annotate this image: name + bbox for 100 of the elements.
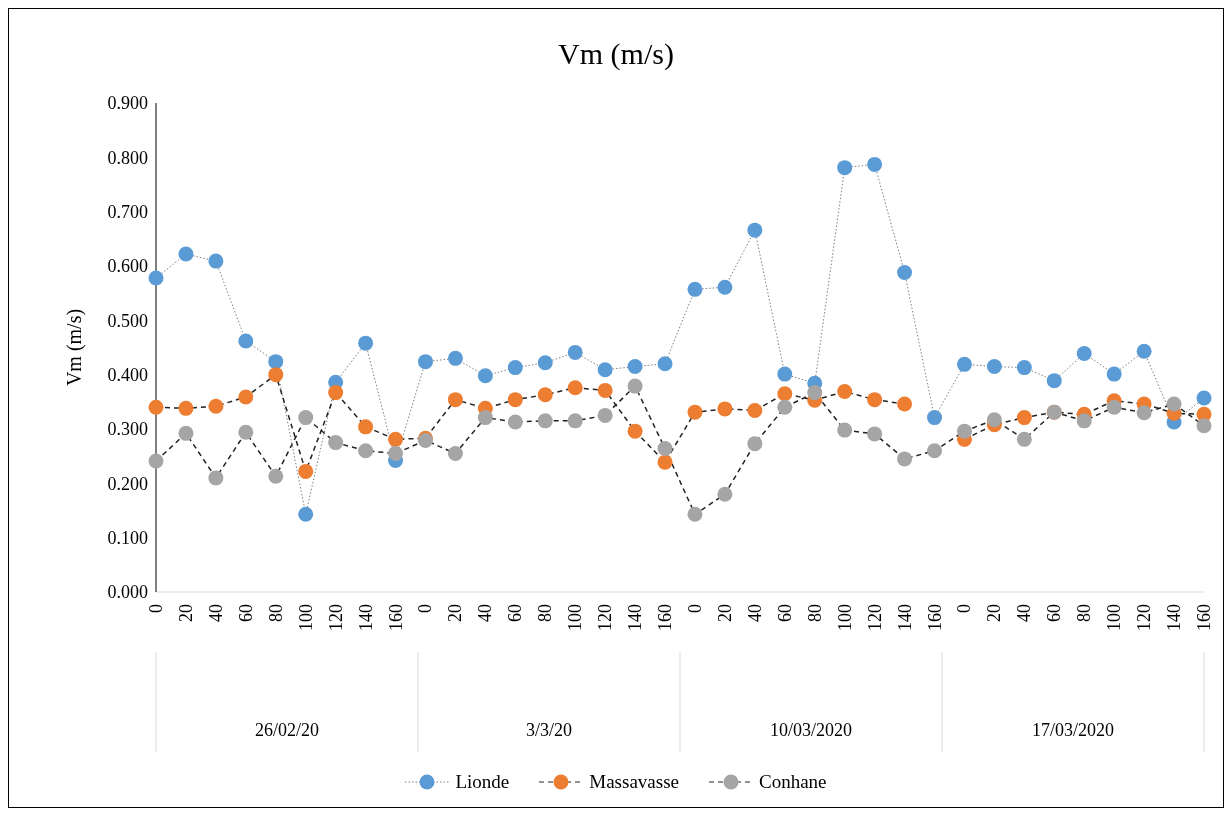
text: 26/02/20	[254, 720, 320, 741]
point	[507, 414, 523, 430]
x-tick-label: 160	[924, 604, 945, 631]
x-tick-label: 160	[1194, 604, 1214, 631]
text: 17/03/2020	[1031, 720, 1115, 741]
point	[1046, 373, 1062, 389]
y-tick-label: 0.900	[107, 93, 148, 114]
point	[597, 382, 613, 398]
x-tick-label: 0	[954, 604, 975, 613]
point	[657, 441, 673, 457]
y-tick-label: 0.400	[107, 365, 148, 386]
point	[867, 392, 883, 408]
y-tick-label: 0.100	[107, 528, 148, 549]
point	[627, 423, 643, 439]
point	[477, 410, 493, 426]
y-tick-label: 0.600	[107, 256, 148, 277]
x-tick-label: 120	[864, 604, 885, 631]
point	[537, 387, 553, 403]
x-tick-label: 60	[774, 604, 795, 622]
point	[717, 486, 733, 502]
point	[1166, 396, 1182, 412]
point	[627, 359, 643, 375]
point	[567, 380, 583, 396]
point	[1136, 405, 1152, 421]
point	[627, 378, 643, 394]
point	[447, 350, 463, 366]
y-tick-label: 0.200	[107, 473, 148, 494]
point	[358, 443, 374, 459]
point	[837, 422, 853, 438]
legend-label: Massavasse	[589, 771, 679, 793]
point	[717, 401, 733, 417]
point	[1196, 418, 1212, 434]
legend-label: Conhane	[758, 771, 827, 793]
x-tick-label: 120	[595, 604, 616, 631]
x-tick-label: 20	[175, 604, 196, 622]
point	[567, 413, 583, 429]
point	[268, 367, 284, 383]
y-tick-label: 0.800	[107, 147, 148, 168]
point	[238, 333, 254, 349]
chart-title: Vm (m/s)	[557, 37, 675, 71]
x-tick-label: 100	[565, 604, 586, 631]
point	[447, 445, 463, 461]
point	[178, 246, 194, 262]
point	[1016, 360, 1032, 376]
point	[148, 270, 164, 286]
point	[1136, 343, 1152, 359]
text: 3/3/20	[525, 720, 573, 741]
point	[298, 410, 314, 426]
x-tick-label: 100	[1104, 604, 1125, 631]
point	[537, 355, 553, 371]
x-tick-label: 140	[894, 604, 915, 631]
point	[747, 436, 763, 452]
x-tick-label: 100	[295, 604, 316, 631]
point	[777, 366, 793, 382]
point	[507, 360, 523, 376]
x-tick-label: 60	[1044, 604, 1065, 622]
point	[208, 253, 224, 269]
x-tick-label: 60	[235, 604, 256, 622]
point	[178, 425, 194, 441]
point	[657, 454, 673, 470]
point	[867, 426, 883, 442]
point	[388, 431, 404, 447]
x-tick-label: 140	[355, 604, 376, 631]
point	[956, 356, 972, 372]
point	[388, 445, 404, 461]
point	[927, 443, 943, 459]
point	[298, 463, 314, 479]
point	[268, 468, 284, 484]
x-tick-label: 20	[984, 604, 1005, 622]
x-tick-label: 160	[655, 604, 676, 631]
point	[777, 399, 793, 415]
x-tick-label: 40	[205, 604, 226, 622]
point	[537, 413, 553, 429]
x-tick-label: 160	[385, 604, 406, 631]
point	[1196, 390, 1212, 406]
point	[807, 385, 823, 401]
point	[927, 410, 943, 426]
point	[1076, 345, 1092, 361]
point	[1016, 431, 1032, 447]
point	[447, 392, 463, 408]
x-tick-label: 60	[505, 604, 526, 622]
point	[597, 362, 613, 378]
x-tick-label: 0	[146, 604, 166, 613]
y-tick-label: 0.500	[107, 310, 148, 331]
point	[298, 506, 314, 522]
x-tick-label: 120	[1134, 604, 1155, 631]
point	[477, 368, 493, 384]
point	[417, 354, 433, 370]
point	[328, 435, 344, 451]
point	[358, 335, 374, 351]
point	[897, 396, 913, 412]
point	[208, 470, 224, 486]
x-tick-label: 120	[325, 604, 346, 631]
point	[687, 506, 703, 522]
x-tick-label: 80	[265, 604, 286, 622]
x-tick-label: 40	[1014, 604, 1035, 622]
x-tick-label: 40	[475, 604, 496, 622]
point	[238, 424, 254, 440]
y-tick-label: 0.300	[107, 419, 148, 440]
x-tick-label: 20	[714, 604, 735, 622]
